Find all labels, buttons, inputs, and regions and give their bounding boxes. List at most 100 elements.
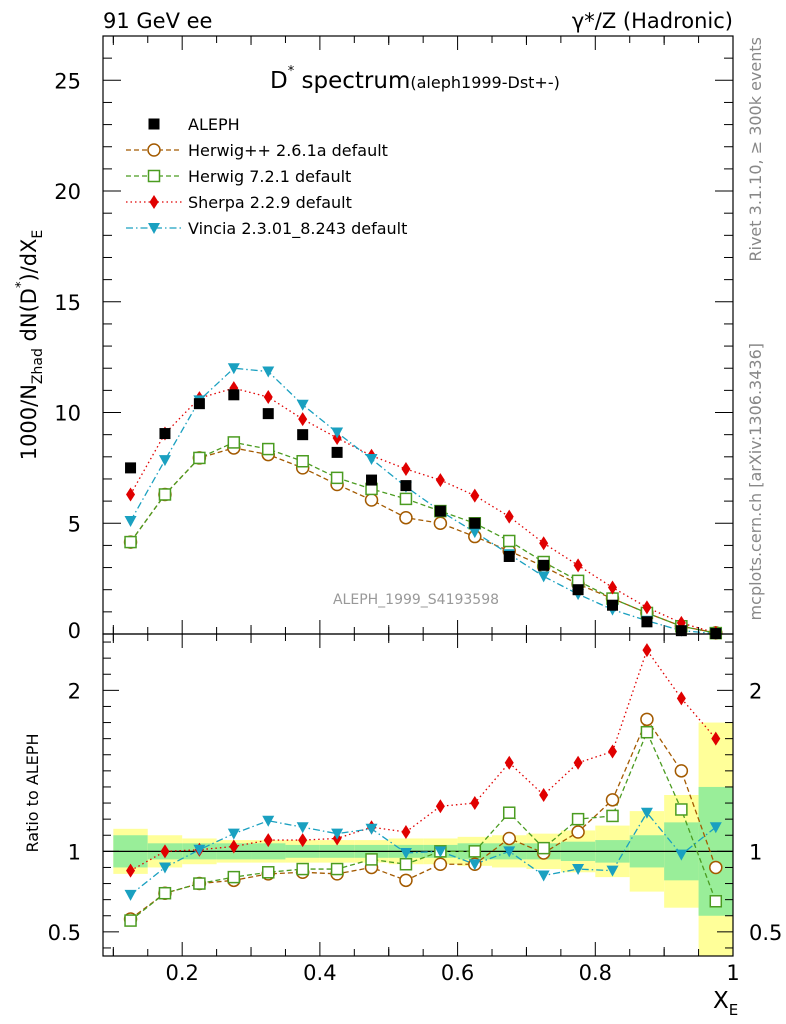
ylabel-part3: )/dX: [17, 239, 41, 282]
series-point-ratio-1: [261, 866, 275, 879]
series-point-ratio-1: [124, 914, 137, 927]
series-point-ratio-2: [711, 731, 721, 746]
series-point-main-2: [126, 487, 136, 502]
series-line-ratio-3: [130, 811, 717, 896]
y-tick-label-ratio-left: 0.5: [48, 921, 81, 945]
side-label-mcplots: mcplots.cern.ch [arXiv:1306.3436]: [746, 343, 765, 620]
data-point: [193, 398, 205, 410]
series-point-ratio-1: [365, 853, 378, 866]
series-point-main-3: [537, 571, 550, 583]
series-point-main-1: [227, 436, 241, 449]
legend-label: Herwig 7.2.1 default: [188, 167, 351, 186]
legend-marker: [147, 143, 161, 157]
side-label-rivet: Rivet 3.1.10, ≥ 300k events: [746, 37, 765, 262]
series-point-ratio-2: [126, 863, 136, 878]
data-point: [434, 505, 446, 517]
legend: ALEPH Herwig++ 2.6.1a default Herwig 7.2.1…: [126, 115, 407, 239]
main-series-group: [123, 363, 723, 640]
header-left: 91 GeV ee: [103, 9, 212, 33]
series-point-main-3: [227, 363, 240, 375]
x-tick-label: 0.4: [303, 961, 336, 985]
series-point-ratio-1: [468, 845, 482, 858]
y-tick-label-main: 15: [54, 291, 81, 315]
y-axis-label-ratio: Ratio to ALEPH: [23, 734, 42, 853]
series-point-ratio-1: [193, 877, 206, 890]
series-point-main-2: [642, 600, 652, 615]
series-point-main-1: [158, 488, 172, 501]
series-point-ratio-2: [608, 744, 618, 759]
series-point-main-3: [468, 527, 481, 539]
legend-label: ALEPH: [188, 115, 240, 134]
y-tick-label-ratio-right: 0.5: [749, 921, 782, 945]
series-point-ratio-0: [674, 764, 689, 778]
series-point-main-2: [539, 536, 549, 551]
series-line-ratio-0: [130, 717, 717, 920]
series-point-ratio-0: [571, 825, 585, 839]
series-point-ratio-0: [433, 857, 448, 871]
series-point-main-2: [504, 509, 514, 524]
series-point-ratio-2: [401, 825, 411, 840]
ylabel-part2: dN(D: [17, 288, 41, 348]
title-sub: (aleph1999-Dst+-): [410, 73, 559, 92]
data-point: [125, 462, 137, 474]
x-tick-label: 0.2: [165, 961, 198, 985]
series-point-ratio-1: [330, 862, 344, 876]
legend-label: Vincia 2.3.01_8.243 default: [188, 219, 407, 239]
series-point-main-2: [401, 461, 411, 476]
series-point-ratio-3: [709, 822, 722, 834]
series-point-ratio-3: [124, 889, 137, 901]
series-point-ratio-1: [606, 809, 619, 823]
legend-marker: [149, 195, 159, 209]
series-point-ratio-1: [227, 870, 241, 884]
chart-title: D* spectrum(aleph1999-Dst+-): [270, 64, 560, 94]
data-point: [641, 616, 653, 628]
legend-label: Sherpa 2.2.9 default: [188, 193, 352, 212]
series-point-main-1: [399, 492, 413, 506]
series-point-main-3: [365, 454, 378, 466]
series-point-ratio-2: [298, 833, 308, 848]
series-point-ratio-3: [399, 847, 412, 859]
series-line-main-2: [129, 387, 716, 634]
ylabel-sub2: E: [30, 230, 46, 239]
data-point: [607, 599, 619, 611]
series-point-main-2: [435, 473, 445, 488]
header-right: γ*/Z (Hadronic): [572, 9, 733, 33]
data-point: [297, 429, 309, 441]
series-point-ratio-2: [573, 755, 583, 770]
series-point-ratio-2: [160, 844, 170, 859]
y-tick-label-main: 20: [54, 180, 81, 204]
ratio-series-group: [123, 643, 723, 927]
series-point-ratio-3: [640, 807, 653, 819]
series-point-ratio-1: [399, 857, 413, 871]
series-point-ratio-0: [399, 873, 413, 888]
series-point-ratio-2: [676, 691, 686, 706]
legend-marker: [148, 118, 160, 130]
series-point-ratio-1: [571, 812, 585, 826]
title-spectrum: spectrum: [294, 68, 410, 94]
y-tick-label-main-zero: 0: [68, 619, 81, 643]
x-tick-label: 1: [726, 961, 739, 985]
series-point-ratio-0: [709, 860, 723, 875]
series-point-main-3: [158, 455, 171, 467]
ratio-plot-frame: [102, 633, 734, 957]
y-tick-label-ratio-right: 2: [749, 679, 762, 703]
legend-marker: [147, 169, 161, 183]
series-point-main-0: [433, 516, 448, 531]
legend-label: Herwig++ 2.6.1a default: [188, 141, 388, 160]
series-point-ratio-0: [502, 831, 516, 846]
data-point: [675, 625, 687, 637]
series-point-ratio-3: [675, 849, 688, 861]
series-point-ratio-3: [468, 859, 481, 871]
data-point: [159, 428, 171, 440]
series-point-main-2: [608, 580, 618, 595]
series-point-main-3: [124, 516, 137, 528]
legend-marker: [148, 223, 160, 234]
series-point-ratio-3: [227, 828, 240, 840]
series-point-ratio-1: [537, 841, 550, 855]
data-point: [366, 474, 378, 486]
series-point-ratio-2: [470, 796, 480, 811]
series-point-main-2: [298, 412, 308, 427]
series-point-main-1: [296, 454, 309, 468]
series-point-ratio-1: [675, 803, 688, 816]
